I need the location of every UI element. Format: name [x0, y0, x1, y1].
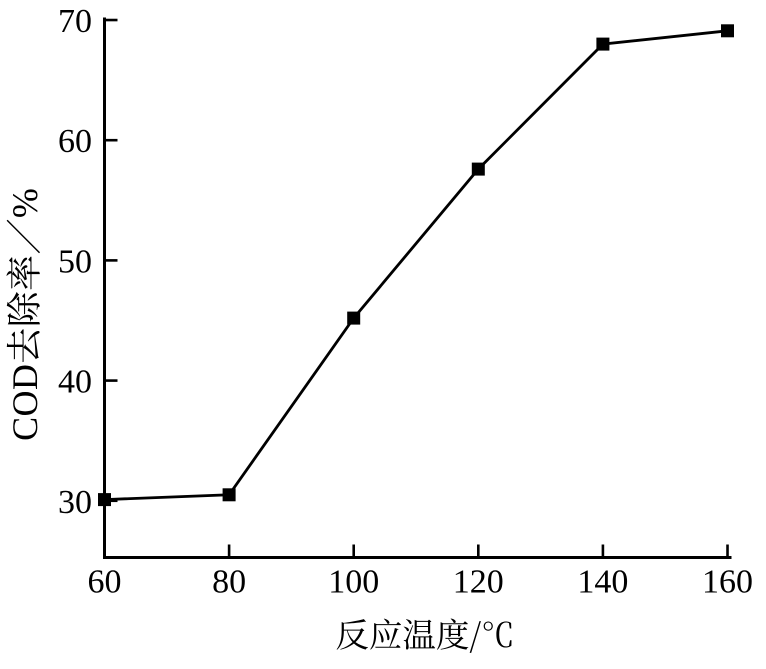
data-point-marker	[347, 311, 361, 325]
glyph	[469, 621, 481, 653]
glyph	[437, 618, 469, 650]
x-tick-labels: 60 80 100 120 140 160	[88, 564, 754, 601]
glyph	[6, 329, 40, 363]
glyph	[13, 189, 38, 217]
glyph	[403, 619, 436, 650]
x-tick-label: 60	[88, 564, 122, 601]
glyph	[6, 292, 40, 325]
y-tick-labels: 30 40 50 60 70	[58, 3, 92, 521]
y-tick-label: 50	[58, 243, 92, 280]
y-tick-label: 40	[58, 364, 92, 401]
data-point-marker	[98, 493, 111, 507]
x-tick-label: 140	[577, 564, 628, 601]
x-axis-title	[336, 618, 512, 653]
glyph	[6, 256, 40, 290]
y-tick-label: 70	[58, 3, 92, 40]
glyph	[336, 619, 369, 650]
y-tick-label: 60	[58, 123, 92, 160]
axes	[103, 17, 732, 559]
data-point-marker	[222, 488, 236, 502]
y-axis-title	[6, 189, 41, 440]
ticks	[103, 18, 729, 558]
series-cod-removal-rate	[98, 24, 734, 507]
series-line	[104, 29, 728, 501]
glyph	[13, 391, 38, 416]
glyph	[370, 618, 402, 650]
glyph	[6, 219, 41, 254]
data-point-marker	[596, 37, 610, 51]
x-tick-label: 160	[702, 564, 753, 601]
data-point-marker	[471, 162, 485, 176]
glyph	[13, 418, 38, 440]
y-tick-label: 30	[58, 484, 92, 521]
glyph	[13, 365, 38, 390]
data-point-marker	[721, 24, 734, 38]
glyph	[483, 621, 512, 648]
x-tick-label: 100	[328, 564, 379, 601]
x-tick-label: 120	[453, 564, 504, 601]
x-tick-label: 80	[212, 564, 246, 601]
